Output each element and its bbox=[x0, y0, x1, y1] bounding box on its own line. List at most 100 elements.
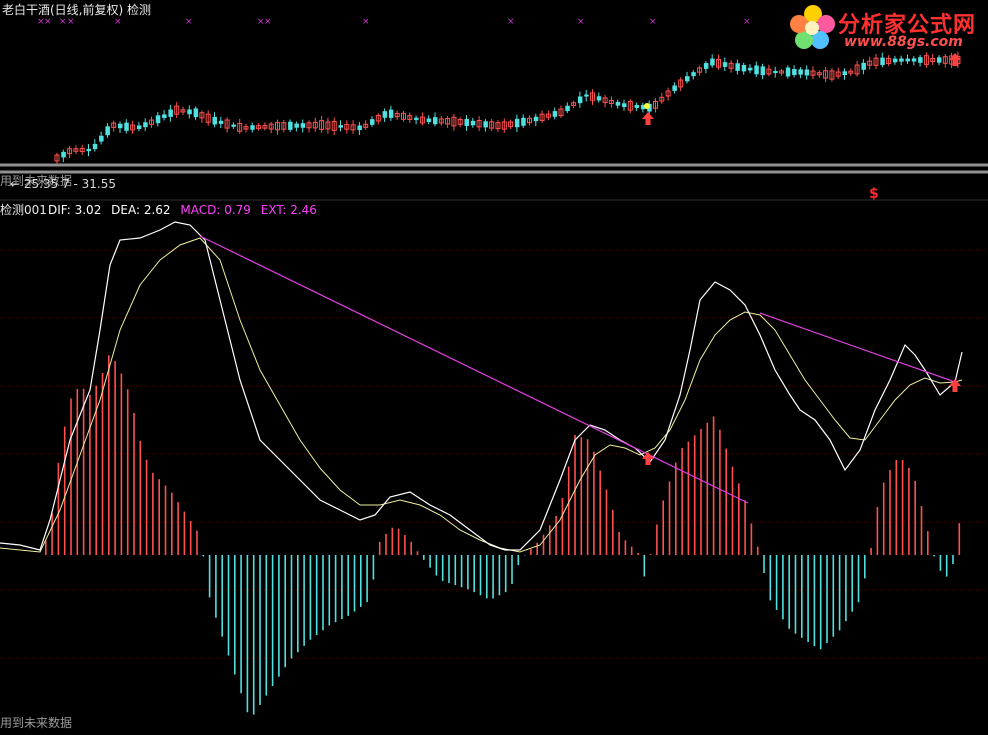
dollar-mark: $ bbox=[869, 186, 879, 202]
x-mark-icon: × bbox=[185, 17, 193, 27]
trend-line bbox=[199, 235, 749, 504]
candle-body bbox=[130, 124, 136, 131]
x-mark-icon: × bbox=[37, 17, 45, 27]
candle-body bbox=[760, 66, 766, 76]
candle-body bbox=[256, 125, 262, 130]
candle-body bbox=[382, 111, 388, 118]
candle-body bbox=[118, 123, 123, 129]
candle-body bbox=[294, 123, 299, 128]
candle-body bbox=[728, 62, 734, 69]
candle-body bbox=[476, 120, 482, 128]
x-mark-icon: × bbox=[44, 17, 52, 27]
candle-body bbox=[237, 122, 243, 132]
candle-body bbox=[615, 101, 621, 106]
candle-body bbox=[331, 120, 337, 131]
candle-body bbox=[243, 126, 249, 130]
candle-body bbox=[899, 58, 904, 62]
candle-body bbox=[433, 117, 438, 125]
candle-body bbox=[61, 151, 66, 158]
candle-body bbox=[275, 122, 280, 131]
dea-line bbox=[0, 237, 963, 553]
candle-body bbox=[514, 118, 520, 128]
candle-body bbox=[350, 124, 356, 131]
flower-logo-icon bbox=[790, 5, 835, 49]
candle-body bbox=[854, 64, 860, 75]
candle-body bbox=[414, 117, 419, 120]
candle-body bbox=[918, 57, 923, 63]
candle-body bbox=[231, 124, 236, 127]
candle-body bbox=[426, 118, 432, 123]
candle-body bbox=[124, 122, 129, 131]
candle-body bbox=[187, 109, 192, 115]
candle-body bbox=[457, 118, 463, 125]
up-arrow-icon bbox=[642, 112, 654, 125]
candle-body bbox=[489, 121, 495, 129]
candle-body bbox=[312, 121, 318, 129]
candle-body bbox=[262, 125, 268, 129]
candle-body bbox=[168, 109, 173, 117]
candle-body bbox=[250, 125, 255, 130]
x-mark-icon: × bbox=[59, 17, 67, 27]
candle-body bbox=[99, 135, 104, 142]
candle-body bbox=[79, 147, 85, 153]
candle-body bbox=[54, 154, 60, 162]
candle-body bbox=[545, 113, 551, 118]
arrow-shape bbox=[949, 53, 961, 66]
legend-macd: MACD: 0.79 bbox=[180, 203, 251, 217]
candle-body bbox=[306, 122, 312, 129]
site-logo[interactable]: 分析家公式网 www.88gs.com bbox=[788, 2, 986, 54]
candle-body bbox=[779, 70, 784, 74]
candle-body bbox=[470, 120, 476, 126]
candle-body bbox=[521, 117, 526, 126]
candle-body bbox=[766, 68, 772, 75]
candle-body bbox=[773, 70, 778, 74]
indicator-name: 检测001 bbox=[0, 203, 47, 217]
candle-body bbox=[527, 117, 532, 124]
x-mark-icon: × bbox=[67, 17, 75, 27]
candle-body bbox=[835, 71, 841, 77]
arrow-shape bbox=[642, 452, 654, 465]
macd-legend: DIF: 3.02 DEA: 2.62 MACD: 0.79 EXT: 2.46 bbox=[48, 203, 323, 217]
candle-body bbox=[653, 100, 658, 109]
candle-body bbox=[438, 118, 444, 124]
legend-ext: EXT: 2.46 bbox=[260, 203, 317, 217]
up-arrow-icon bbox=[642, 452, 654, 465]
candle-body bbox=[804, 69, 810, 76]
price-panel[interactable]: × × × × × × × × × × × × × bbox=[0, 17, 988, 201]
candle-body bbox=[407, 115, 413, 120]
candle-body bbox=[224, 119, 230, 129]
legend-dif: DIF: 3.02 bbox=[48, 203, 102, 217]
candle-body bbox=[880, 57, 885, 66]
candle-body bbox=[212, 116, 217, 125]
candle-body bbox=[193, 108, 199, 118]
future-data-label-bottom: 用到未来数据 bbox=[0, 716, 73, 730]
candle-body bbox=[174, 105, 180, 115]
candle-body bbox=[325, 121, 331, 130]
candle-body bbox=[678, 79, 684, 88]
candle-body bbox=[842, 71, 847, 75]
candle-body bbox=[67, 148, 73, 155]
candle-body bbox=[92, 143, 98, 150]
candle-body bbox=[86, 148, 91, 152]
candle-body bbox=[111, 122, 117, 128]
price-range-readout: ← 25.35 7 - 31.55 bbox=[10, 177, 116, 191]
candle-body bbox=[785, 67, 791, 77]
candle-body bbox=[73, 148, 79, 152]
candle-body bbox=[445, 118, 451, 125]
macd-panel[interactable] bbox=[0, 221, 963, 715]
candle-body bbox=[627, 101, 633, 111]
candle-body bbox=[829, 70, 835, 80]
candle-body bbox=[155, 115, 161, 124]
x-mark-icon: × bbox=[362, 17, 370, 27]
candle-body bbox=[501, 121, 507, 130]
trend-line bbox=[759, 312, 956, 383]
legend-dea: DEA: 2.62 bbox=[111, 203, 171, 217]
macd-grid bbox=[0, 249, 988, 659]
candle-body bbox=[552, 111, 558, 117]
candle-body bbox=[162, 114, 167, 119]
candle-body bbox=[710, 58, 715, 66]
x-mark-icon: × bbox=[114, 17, 122, 27]
candle-body bbox=[363, 123, 369, 128]
candle-body bbox=[640, 104, 646, 110]
